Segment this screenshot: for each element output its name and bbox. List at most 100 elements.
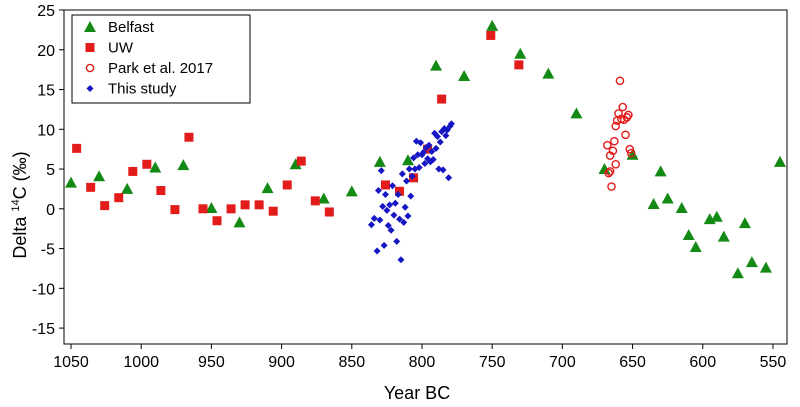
- belfast-data-point: [570, 107, 583, 119]
- this-study-data-point: [415, 163, 423, 171]
- park-et-al-2017-data-point: [608, 146, 618, 156]
- this-study-data-point: [421, 159, 429, 167]
- uw-data-point: [128, 166, 138, 176]
- park-et-al-2017-data-point: [607, 182, 616, 191]
- this-study-data-point: [380, 241, 388, 249]
- this-study-data-point: [396, 215, 404, 223]
- x-tick-label: 700: [549, 354, 576, 371]
- y-tick-label: -15: [32, 321, 55, 338]
- this-study-data-point: [404, 212, 412, 220]
- this-study-data-point: [425, 141, 433, 149]
- this-study-data-point: [419, 148, 427, 156]
- park-et-al-2017-data-point: [625, 144, 635, 154]
- park-et-al-2017-data-point: [621, 130, 630, 140]
- belfast-data-point: [430, 59, 443, 71]
- uw-data-point: [114, 193, 124, 203]
- this-study-data-point: [391, 199, 399, 207]
- x-tick-label: 1050: [53, 354, 89, 371]
- data-points: [65, 19, 786, 279]
- this-study-data-point: [407, 192, 415, 200]
- y-tick-label: 20: [37, 43, 55, 60]
- belfast-data-point: [654, 165, 667, 177]
- uw-data-point: [198, 204, 208, 214]
- belfast-data-point: [647, 198, 660, 210]
- legend-entry-label: This study: [108, 81, 177, 98]
- this-study-data-point: [397, 256, 405, 264]
- x-tick-label: 950: [198, 354, 225, 371]
- uw-data-point: [254, 200, 264, 210]
- x-tick-label: 750: [479, 354, 506, 371]
- this-study-data-point: [387, 226, 395, 234]
- this-study-data-point: [389, 182, 397, 190]
- this-study-data-point: [410, 154, 418, 162]
- belfast-data-point: [675, 202, 688, 214]
- uw-data-point: [100, 201, 110, 211]
- legend-marker: [85, 43, 95, 52]
- this-study-data-point: [376, 216, 384, 224]
- this-study-data-point: [373, 247, 381, 255]
- this-study-data-point: [408, 172, 416, 180]
- this-study-data-point: [436, 138, 444, 146]
- y-tick-label: 15: [37, 83, 55, 100]
- legend-marker: [84, 21, 96, 32]
- this-study-data-point: [442, 132, 450, 140]
- uw-data-point: [395, 186, 405, 196]
- belfast-data-point: [759, 261, 772, 273]
- belfast-data-point: [177, 159, 190, 171]
- uw-data-point: [86, 182, 96, 192]
- park-et-al-2017-data-point: [611, 159, 621, 169]
- belfast-data-point: [514, 47, 527, 59]
- this-study-data-point: [414, 151, 422, 159]
- park-et-al-2017-data-point: [610, 136, 619, 146]
- this-study-data-point: [377, 167, 385, 175]
- y-tick-label: 5: [46, 162, 55, 179]
- uw-data-point: [486, 30, 496, 40]
- this-study-data-point: [447, 120, 455, 128]
- y-axis-label-prefix: Delta: [10, 212, 30, 259]
- this-study-data-point: [403, 177, 411, 185]
- y-tick-label: 10: [37, 122, 55, 139]
- park-et-al-2017-data-point: [605, 167, 615, 176]
- y-tick-label: -10: [32, 281, 55, 298]
- this-study-data-point: [384, 222, 392, 230]
- belfast-data-point: [458, 70, 471, 82]
- this-study-data-point: [432, 144, 440, 152]
- legend-box: [71, 14, 251, 104]
- uw-data-point: [142, 159, 152, 169]
- uw-data-point: [268, 206, 278, 216]
- x-axis-label: Year BC: [384, 383, 450, 403]
- this-study-data-point: [429, 156, 437, 164]
- legend-marker: [85, 63, 95, 73]
- uw-data-point: [310, 196, 320, 206]
- belfast-data-point: [205, 202, 218, 214]
- y-axis-label-superscript: 14: [10, 199, 22, 211]
- plot-area-frame: [63, 9, 788, 345]
- x-tick-label: 850: [338, 354, 365, 371]
- belfast-data-point: [486, 19, 499, 31]
- uw-data-point: [282, 180, 292, 190]
- belfast-data-point: [345, 185, 358, 197]
- this-study-data-point: [379, 202, 387, 210]
- this-study-data-point: [374, 187, 382, 195]
- belfast-data-point: [598, 163, 611, 175]
- belfast-data-point: [401, 154, 414, 166]
- this-study-data-point: [370, 214, 378, 222]
- this-study-data-point: [390, 211, 398, 219]
- uw-data-point: [212, 216, 222, 226]
- y-tick-label: 25: [37, 3, 55, 20]
- y-tick-label: -5: [41, 242, 55, 259]
- belfast-data-point: [689, 240, 702, 252]
- y-tick-label: 0: [46, 202, 55, 219]
- svg-text:Delta 14C (‰): Delta 14C (‰): [10, 151, 30, 258]
- belfast-data-point: [121, 182, 134, 194]
- x-tick-label: 800: [409, 354, 436, 371]
- this-study-data-point: [439, 166, 447, 174]
- uw-data-point: [514, 60, 524, 70]
- this-study-data-point: [393, 237, 401, 245]
- this-study-data-point: [386, 201, 394, 209]
- axis-ticks: 1050 1000 950 900 850 800 750 700 650 600 550-15-1…: [32, 3, 787, 371]
- this-study-data-point: [398, 170, 406, 178]
- park-et-al-2017-data-point: [615, 76, 625, 86]
- this-study-data-point: [381, 190, 389, 198]
